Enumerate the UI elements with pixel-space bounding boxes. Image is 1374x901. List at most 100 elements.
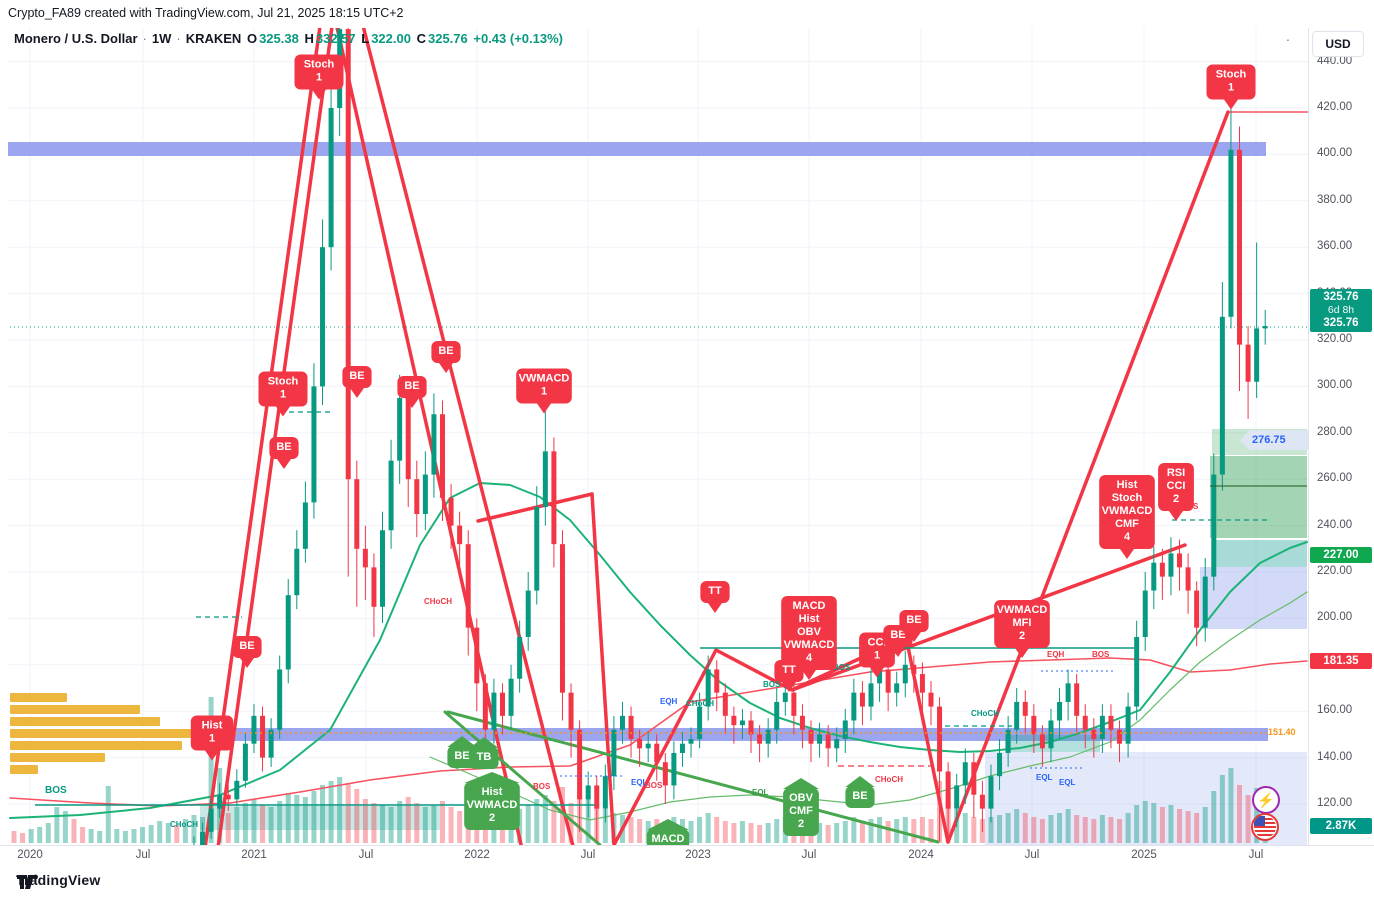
price-tick: 400.00 <box>1317 147 1353 160</box>
structure-text: CHoCH <box>170 820 198 829</box>
svg-text:Stoch: Stoch <box>1216 69 1247 81</box>
svg-text:BE: BE <box>349 370 364 382</box>
price-badge[interactable]: 2.87K <box>1310 818 1372 834</box>
structure-text: BOS <box>533 782 551 791</box>
svg-text:1: 1 <box>874 650 880 662</box>
svg-text:Hist: Hist <box>799 613 820 625</box>
price-tick: 320.00 <box>1317 333 1353 345</box>
svg-text:1: 1 <box>280 389 286 401</box>
signal-label[interactable]: TT <box>700 581 730 613</box>
svg-text:Stoch: Stoch <box>268 376 299 388</box>
svg-text:Stoch: Stoch <box>304 59 335 71</box>
svg-text:4: 4 <box>806 652 813 664</box>
price-tick: 220.00 <box>1317 565 1353 577</box>
time-tick: 2022 <box>464 849 490 861</box>
time-tick: Jul <box>1248 849 1264 861</box>
svg-text:MFI: MFI <box>1013 617 1032 629</box>
price-badge[interactable]: 227.00 <box>1310 546 1372 563</box>
svg-text:MACD: MACD <box>652 833 685 845</box>
currency-toggle-button[interactable]: USD <box>1312 31 1364 57</box>
svg-text:4: 4 <box>1124 531 1131 543</box>
close-label: C <box>416 31 426 46</box>
signal-label[interactable]: BE <box>397 376 427 408</box>
chart-grid <box>8 28 1308 845</box>
low-value: 322.00 <box>371 31 411 46</box>
interval-label[interactable]: 1W <box>151 31 172 46</box>
price-tick: 440.00 <box>1317 54 1353 67</box>
symbol-name[interactable]: Monero / U.S. Dollar <box>14 31 138 46</box>
svg-text:2: 2 <box>489 812 495 824</box>
tradingview-logo-icon <box>17 874 38 889</box>
structure-text: 151.40 <box>1268 727 1296 737</box>
time-tick: 2020 <box>17 849 43 861</box>
svg-text:2: 2 <box>1019 630 1025 642</box>
svg-text:1: 1 <box>1228 82 1234 94</box>
structure-text: BOS <box>763 680 781 689</box>
svg-text:BE: BE <box>454 750 469 762</box>
svg-text:BE: BE <box>852 790 867 802</box>
signal-label[interactable]: TT <box>774 660 804 692</box>
attribution-text: Crypto_FA89 created with TradingView.com… <box>8 6 404 20</box>
lightning-icon[interactable]: ⚡ <box>1252 786 1280 814</box>
price-axis[interactable]: 440.00420.00400.00380.00360.00340.00320.… <box>1308 28 1374 866</box>
svg-text:CCI: CCI <box>868 637 887 649</box>
price-tick: 380.00 <box>1317 193 1353 206</box>
signal-label[interactable]: BE <box>269 437 299 469</box>
structure-text: EQH <box>1047 650 1065 659</box>
price-tick: 120.00 <box>1317 797 1353 809</box>
time-axis[interactable]: 2020 Jul 2021 Jul 2022 Jul 2023 Jul 2024 Jul 2025 J… <box>0 845 1374 867</box>
signal-label[interactable]: BE <box>342 366 372 398</box>
price-tick: 200.00 <box>1317 611 1353 624</box>
signal-label[interactable]: BE <box>899 610 929 642</box>
svg-text:RSI: RSI <box>1167 467 1185 479</box>
header-dot: . <box>1286 28 1290 44</box>
svg-text:BE: BE <box>239 640 254 652</box>
svg-text:BE: BE <box>276 441 291 453</box>
signal-label[interactable]: MACD <box>646 819 690 851</box>
structure-text: EQL <box>752 788 769 797</box>
signal-label[interactable]: TB <box>469 737 499 769</box>
time-tick: Jul <box>801 849 817 861</box>
open-label: O <box>246 31 258 46</box>
svg-text:BE: BE <box>890 629 905 641</box>
svg-text:CMF: CMF <box>789 805 813 817</box>
time-tick: 2025 <box>1131 849 1157 861</box>
price-badge[interactable]: 181.35 <box>1310 652 1372 669</box>
svg-text:VWMACD: VWMACD <box>997 604 1048 616</box>
signal-label[interactable]: BE <box>431 341 461 373</box>
signal-label[interactable]: BE <box>845 776 875 808</box>
svg-text:2: 2 <box>1173 493 1179 505</box>
tradingview-attribution[interactable]: TradingView <box>16 872 100 889</box>
price-badge[interactable]: 325.76 6d 8h 325.76 <box>1310 288 1372 332</box>
svg-text:TT: TT <box>782 664 796 676</box>
svg-text:TB: TB <box>477 751 492 763</box>
svg-text:1: 1 <box>541 386 547 398</box>
signal-label[interactable]: BE <box>232 636 262 668</box>
structure-text: CHoCH <box>875 775 903 784</box>
svg-text:BE: BE <box>404 380 419 392</box>
structure-text: BOS <box>45 785 67 796</box>
structure-text: CHoCH <box>686 699 714 708</box>
low-label: L <box>361 31 370 46</box>
svg-text:CMF: CMF <box>1115 518 1139 530</box>
symbol-info-bar[interactable]: Monero / U.S. Dollar · 1W · KRAKEN O 325.38 H… <box>14 31 563 46</box>
structure-text: EQL <box>631 778 648 787</box>
us-flag-icon[interactable] <box>1251 813 1279 841</box>
signal-label[interactable]: BE <box>447 736 477 768</box>
high-value: 332.57 <box>315 31 356 46</box>
svg-text:VWMACD: VWMACD <box>519 373 570 385</box>
